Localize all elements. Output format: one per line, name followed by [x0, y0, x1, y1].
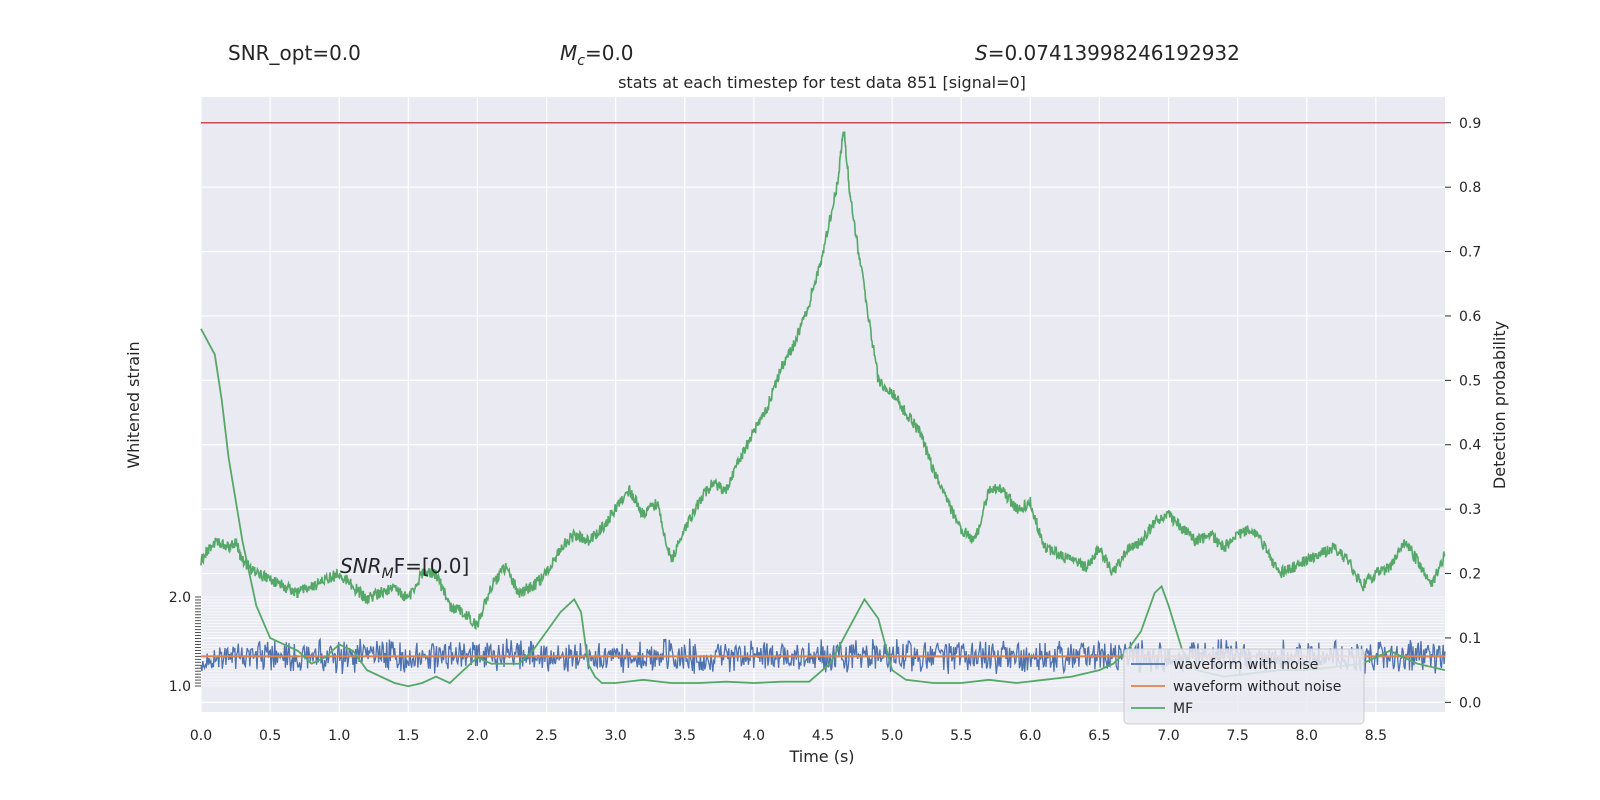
x-tick-label-5: 2.5 — [535, 728, 557, 744]
x-tick-label-8: 4.0 — [743, 728, 765, 744]
x-tick-label-3: 1.5 — [397, 728, 419, 744]
y-tick-label-0: 0.0 — [1459, 695, 1481, 711]
y-tick-label-6: 0.6 — [1459, 309, 1481, 325]
s-stat-symbol: S — [975, 41, 988, 65]
y-tick-label-8: 0.8 — [1459, 180, 1481, 196]
x-tick-label-6: 3.0 — [605, 728, 627, 744]
legend-box — [1123, 648, 1365, 725]
y-tick-label-1: 0.1 — [1459, 631, 1481, 647]
x-tick-label-4: 2.0 — [466, 728, 488, 744]
x-tick-label-11: 5.5 — [950, 728, 972, 744]
chirp-mass-value: =0.0 — [585, 41, 634, 65]
strain-inset: 2.0 1.0 — [169, 590, 1445, 695]
x-tick-label-15: 7.5 — [1227, 728, 1249, 744]
legend-label-noisy: waveform with noise — [1173, 657, 1318, 673]
snr-mf-value: F=[0.0] — [394, 554, 470, 578]
y-tick-label-7: 0.7 — [1459, 245, 1481, 261]
y-tick-label-5: 0.5 — [1459, 373, 1481, 389]
legend-label-clean: waveform without noise — [1173, 679, 1341, 695]
y-tick-label-9: 0.9 — [1459, 116, 1481, 132]
left-axis-label: Whitened strain — [124, 341, 143, 468]
y-tick-label-3: 0.3 — [1459, 502, 1481, 518]
x-tick-label-13: 6.5 — [1088, 728, 1110, 744]
x-axis-label: Time (s) — [788, 747, 854, 766]
x-tick-label-12: 6.0 — [1019, 728, 1041, 744]
chirp-mass-symbol: M — [560, 41, 577, 65]
snr-mf-annotation: SNRMF=[0.0] — [340, 554, 469, 582]
x-tick-label-7: 3.5 — [674, 728, 696, 744]
snr-opt-label: SNR_opt=0.0 — [228, 41, 361, 65]
x-tick-label-14: 7.0 — [1157, 728, 1179, 744]
tick-layer: 0.0 0.5 1.0 1.5 2.0 2.5 3.0 3.5 4.0 4.5 5.0 5.5 6.0 6… — [190, 116, 1481, 744]
x-tick-label-1: 0.5 — [259, 728, 281, 744]
right-axis-label: Detection probability — [1490, 321, 1509, 489]
legend: waveform with noise waveform without noi… — [1123, 648, 1365, 725]
snr-mf-symbol: SNR — [340, 554, 382, 578]
snr-mf-subscript: M — [382, 566, 394, 582]
x-tick-label-0: 0.0 — [190, 728, 212, 744]
y-tick-label-4: 0.4 — [1459, 438, 1481, 454]
s-stat-value: =0.07413998246192932 — [988, 41, 1240, 65]
chirp-mass-subscript: c — [577, 53, 585, 69]
x-tick-label-17: 8.5 — [1365, 728, 1387, 744]
legend-label-mf: MF — [1173, 701, 1193, 717]
x-tick-label-16: 8.0 — [1296, 728, 1318, 744]
inset-tick-label-1: 1.0 — [169, 679, 191, 695]
x-tick-label-10: 5.0 — [881, 728, 903, 744]
s-stat-label: S=0.07413998246192932 — [975, 41, 1240, 65]
x-tick-label-2: 1.0 — [328, 728, 350, 744]
chart-title: stats at each timestep for test data 851… — [618, 73, 1026, 92]
chirp-mass-label: Mc=0.0 — [560, 41, 634, 69]
y-tick-label-2: 0.2 — [1459, 567, 1481, 583]
series-line-0 — [200, 130, 1446, 631]
x-tick-label-9: 4.5 — [812, 728, 834, 744]
inset-tick-label-0: 2.0 — [169, 590, 191, 606]
